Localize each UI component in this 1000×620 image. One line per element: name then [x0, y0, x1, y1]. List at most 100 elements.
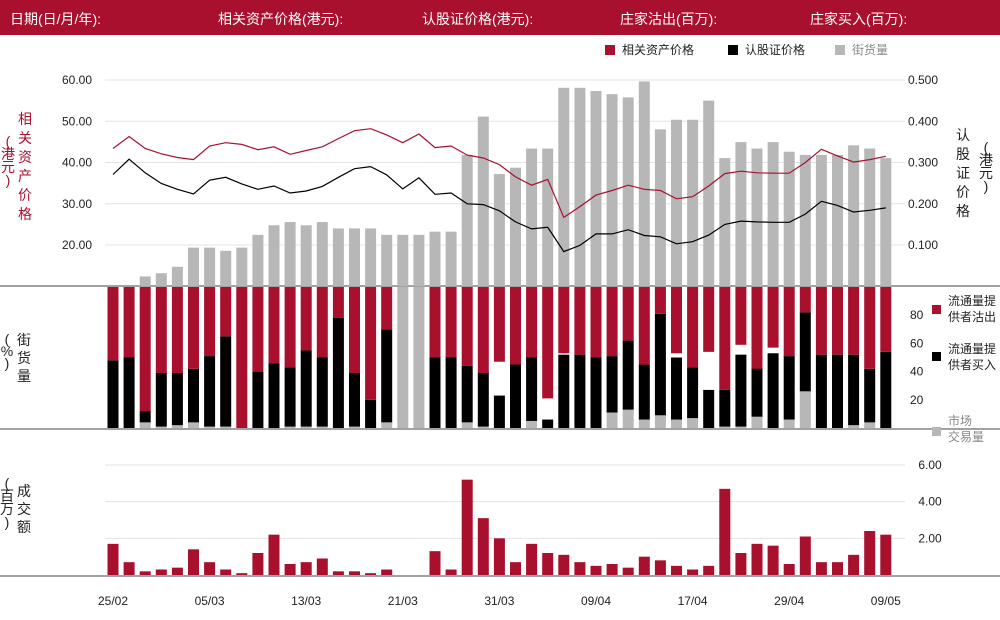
lp-sell-bar — [107, 287, 119, 361]
lp-sell-bar — [735, 287, 747, 345]
turnover-bar — [365, 573, 377, 575]
market-volume-bar — [687, 418, 699, 428]
lp-buy-bar — [365, 399, 377, 428]
turnover-bar — [526, 543, 538, 575]
lp-buy-bar — [719, 389, 731, 427]
outstanding-bar — [477, 116, 489, 286]
lp-buy-bar — [864, 368, 876, 423]
market-volume-bar — [606, 412, 618, 428]
turnover-bar — [139, 571, 151, 575]
turnover-bar — [622, 567, 634, 575]
outstanding-bar — [671, 119, 682, 287]
lp-sell-bar — [622, 287, 634, 341]
bottom-left-axis-unit: ( — [5, 475, 10, 491]
turnover-bar — [268, 534, 280, 575]
legend-outstanding-label: 街货量 — [852, 42, 888, 57]
outstanding-bar — [188, 247, 199, 286]
outstanding-bar — [815, 154, 827, 286]
turnover-bar — [236, 573, 248, 575]
lp-buy-bar — [622, 340, 634, 410]
left-axis-unit: 元 — [1, 159, 15, 175]
market-volume-bar — [284, 426, 296, 428]
lp-buy-bar — [687, 367, 699, 419]
outstanding-bar — [397, 234, 409, 286]
market-volume-bar — [300, 426, 312, 428]
lp-buy-bar — [284, 367, 296, 427]
lp-buy-bar — [155, 373, 167, 427]
outstanding-bar — [767, 142, 779, 286]
left-tick-label: 20.00 — [62, 238, 92, 252]
lp-buy-bar — [188, 368, 199, 423]
left-axis-title: 关 — [18, 130, 32, 146]
lp-sell-bar — [848, 287, 860, 355]
outstanding-bar — [590, 90, 602, 286]
lp-buy-bar — [606, 356, 618, 413]
lp-sell-bar — [542, 287, 554, 399]
turnover-bar — [864, 531, 876, 575]
header-buy-label: 庄家买入(百万): — [810, 11, 908, 27]
right-tick-label: 0.100 — [908, 238, 938, 252]
header-warrant-price-label: 认股证价格(港元): — [422, 11, 534, 27]
lp-buy-bar — [107, 360, 119, 428]
mid-left-axis-unit: % — [1, 343, 13, 359]
lp-sell-bar — [880, 287, 892, 352]
outstanding-bar — [236, 247, 248, 286]
outstanding-bar — [703, 100, 715, 286]
lp-sell-bar — [252, 287, 264, 372]
left-axis-unit: ( — [6, 133, 11, 149]
outstanding-bar — [783, 151, 795, 286]
turnover-bar — [461, 479, 473, 575]
turnover-bar — [590, 565, 602, 575]
turnover-bar — [171, 567, 183, 575]
outstanding-bar — [864, 148, 876, 286]
market-volume-bar — [526, 420, 538, 428]
outstanding-bar — [526, 148, 538, 286]
lp-sell-bar — [606, 287, 618, 357]
lp-sell-bar — [832, 287, 843, 355]
turnover-bar — [574, 562, 586, 575]
lp-sell-bar — [638, 287, 650, 365]
turnover-bar — [832, 562, 843, 575]
outstanding-bar — [284, 222, 296, 286]
bottom-right-tick-label: 4.00 — [918, 495, 942, 509]
outstanding-bar — [654, 129, 666, 286]
market-volume-bar — [622, 409, 634, 428]
outstanding-bar — [171, 266, 183, 286]
turnover-bar — [719, 488, 731, 575]
market-volume-bar — [671, 419, 682, 428]
legend-lp-buy-label: 流通量提 — [948, 341, 996, 356]
market-volume-bar — [139, 422, 151, 428]
market-volume-bar — [397, 287, 409, 428]
turnover-bar — [477, 518, 489, 575]
x-tick-label: 05/03 — [195, 594, 225, 608]
lp-buy-bar — [349, 373, 360, 427]
turnover-bar — [300, 562, 312, 575]
legend-outstanding-swatch — [835, 45, 845, 55]
lp-sell-bar — [236, 287, 248, 428]
left-axis-title: 格 — [18, 206, 32, 222]
lp-sell-bar — [316, 287, 328, 358]
header-bar: 日期(日/月/年): 相关资产价格(港元): 认股证价格(港元): 庄家沽出(百… — [0, 0, 1000, 35]
lp-buy-bar — [526, 350, 538, 421]
left-axis-title: 产 — [18, 168, 32, 184]
lp-buy-bar — [123, 357, 135, 428]
left-tick-label: 40.00 — [62, 156, 92, 170]
lp-sell-bar — [139, 287, 151, 412]
turnover-bar — [316, 558, 328, 575]
warrant-price-line — [112, 158, 886, 253]
turnover-bar — [204, 562, 216, 575]
outstanding-bar — [735, 142, 747, 286]
lp-buy-bar — [316, 357, 328, 427]
legend-market-swatch — [932, 427, 941, 436]
turnover-bar — [155, 569, 167, 575]
left-axis-unit: ) — [6, 172, 11, 188]
turnover-bar — [767, 545, 779, 575]
lp-buy-bar — [832, 354, 843, 428]
lp-buy-bar — [703, 389, 715, 428]
right-axis-title: 证 — [956, 165, 970, 181]
lp-sell-bar — [300, 287, 312, 351]
turnover-bar — [445, 569, 457, 575]
x-tick-label: 09/05 — [871, 594, 901, 608]
turnover-bar — [332, 571, 344, 575]
